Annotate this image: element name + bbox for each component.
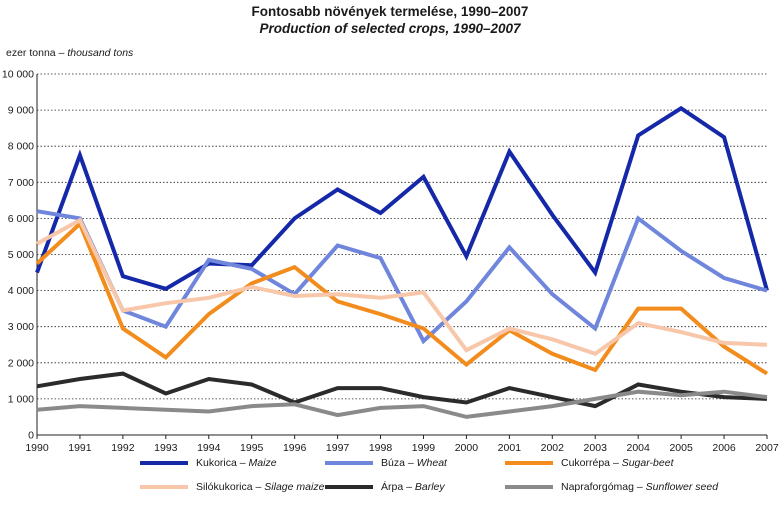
x-tick-label: 1991 — [68, 442, 92, 454]
x-tick-label: 1992 — [111, 442, 135, 454]
x-tick-label: 1993 — [154, 442, 178, 454]
legend-swatch — [140, 485, 188, 489]
y-tick-label: 7 000 — [8, 177, 34, 189]
y-tick-label: 2 000 — [8, 357, 34, 369]
x-tick-label: 2006 — [712, 442, 736, 454]
legend-separator: – — [403, 481, 415, 493]
chart-title-hungarian: Fontosabb növények termelése, 1990–2007 — [251, 4, 529, 19]
legend-separator: – — [404, 457, 417, 469]
legend-separator: – — [633, 481, 646, 493]
y-tick-label: 3 000 — [8, 321, 34, 333]
legend-label-english: Wheat — [416, 457, 447, 469]
legend-label-english: Sugar-beet — [621, 457, 674, 469]
y-tick-label: 9 000 — [8, 105, 34, 117]
legend-label-hungarian: Búza — [381, 457, 405, 469]
x-tick-label: 2002 — [541, 442, 565, 454]
y-tick-label: 6 000 — [8, 213, 34, 225]
series-line-sunflower-seed — [36, 389, 768, 419]
y-tick-label: 4 000 — [8, 285, 34, 297]
x-tick-label: 1999 — [412, 442, 436, 454]
legend-item: Napraforgómag – Sunflower seed — [505, 481, 718, 493]
series-line-sugar-beet — [35, 220, 769, 376]
legend-separator: – — [610, 457, 622, 469]
x-tick-label: 1997 — [326, 442, 350, 454]
legend-item: Cukorrépa – Sugar-beet — [505, 457, 673, 469]
x-tick-label: 2000 — [455, 442, 479, 454]
x-tick-label: 1998 — [369, 442, 393, 454]
x-tick-label: 1995 — [240, 442, 264, 454]
legend-label-hungarian: Árpa — [381, 481, 404, 493]
y-tick-label: 10 000 — [2, 69, 34, 81]
unit-label-english: thousand tons — [67, 47, 134, 59]
legend-label-english: Barley — [414, 481, 445, 493]
series-line-maize — [35, 105, 769, 292]
x-tick-label: 2003 — [584, 442, 608, 454]
x-tick-label: 2007 — [755, 442, 779, 454]
x-tick-label: 2004 — [626, 442, 650, 454]
y-tick-label: 1 000 — [8, 393, 34, 405]
legend-item: Silókukorica – Silage maize — [140, 481, 324, 493]
legend-swatch — [325, 461, 373, 465]
series-line-wheat — [36, 209, 768, 345]
x-tick-label: 1996 — [283, 442, 307, 454]
legend-label-english: Silage maize — [264, 481, 325, 493]
y-tick-label: 0 — [28, 430, 34, 442]
series-line-barley — [36, 371, 768, 409]
legend-swatch — [325, 485, 373, 489]
legend-item: Búza – Wheat — [325, 457, 447, 469]
legend-label-hungarian: Silókukorica — [196, 481, 253, 493]
series-line-silage-maize — [36, 217, 768, 357]
x-tick-label: 1994 — [197, 442, 221, 454]
legend-label-hungarian: Napraforgómag — [561, 481, 634, 493]
legend-label-english: Sunflower seed — [645, 481, 719, 493]
legend-label-hungarian: Kukorica — [196, 457, 237, 469]
legend-separator: – — [236, 457, 249, 469]
y-tick-label: 8 000 — [8, 141, 34, 153]
unit-label-hungarian: ezer tonna – — [6, 47, 65, 59]
legend-item: Kukorica – Maize — [140, 457, 277, 469]
x-tick-label: 1990 — [25, 442, 49, 454]
legend-separator: – — [252, 481, 265, 493]
y-axis-unit-label: ezer tonna – thousand tons — [6, 47, 133, 59]
chart-title-english: Production of selected crops, 1990–2007 — [259, 21, 521, 36]
legend-label-hungarian: Cukorrépa — [561, 457, 611, 469]
legend-item: Árpa – Barley — [325, 481, 445, 493]
legend-label-english: Maize — [248, 457, 277, 469]
legend-swatch — [505, 461, 553, 465]
legend-swatch — [140, 461, 188, 465]
y-tick-label: 5 000 — [8, 249, 34, 261]
x-tick-label: 2005 — [669, 442, 693, 454]
x-tick-label: 2001 — [498, 442, 522, 454]
legend-swatch — [505, 485, 553, 489]
